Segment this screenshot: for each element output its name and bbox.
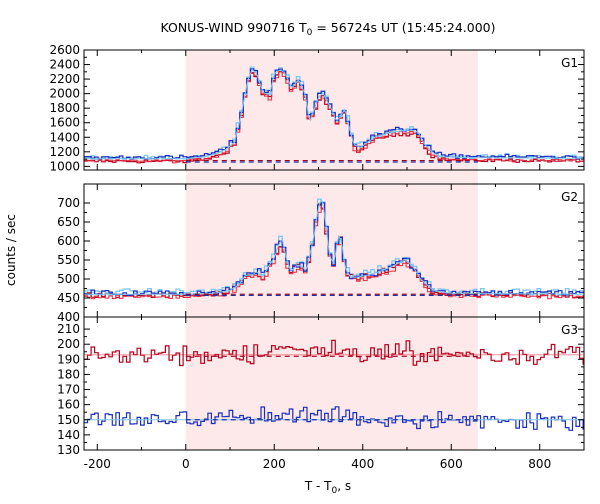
ytick-label-G3-160: 160 [57, 398, 80, 412]
xtick-label--200: -200 [84, 457, 111, 471]
xtick-label-600: 600 [440, 457, 463, 471]
panel-label-G1: G1 [561, 56, 578, 70]
panel-frame-G1 [83, 49, 585, 171]
ytick-label-G3-140: 140 [57, 428, 80, 442]
curve-G3-red-step [84, 339, 584, 367]
ytick-label-G2-500: 500 [57, 272, 80, 286]
xlabel-subscript: 0 [332, 486, 338, 496]
curve-G1-model [84, 68, 584, 160]
ytick-label-G2-550: 550 [57, 253, 80, 267]
ytick-label-G1-1200: 1200 [49, 145, 80, 159]
curve-G1-blue-step [84, 68, 584, 160]
ytick-label-G2-450: 450 [57, 291, 80, 305]
ytick-label-G1-2400: 2400 [49, 58, 80, 72]
ytick-label-G1-1000: 1000 [49, 159, 80, 173]
ytick-label-G1-1600: 1600 [49, 116, 80, 130]
panel-label-G3: G3 [561, 323, 578, 337]
panel-curves-G3 [84, 339, 584, 431]
chart-title: KONUS-WIND 990716 T0 = 56724s UT (15:45:… [160, 20, 495, 38]
ytick-label-G2-600: 600 [57, 234, 80, 248]
plot-layer: 100012001400160018002000220024002600G140… [49, 43, 585, 471]
ytick-label-G3-210: 210 [57, 322, 80, 336]
ytick-label-G2-400: 400 [57, 310, 80, 324]
title-rest: = 56724s UT (15:45:24.000) [312, 20, 495, 35]
y-axis-title: counts / sec [4, 214, 18, 286]
panel-curves-G1 [84, 66, 584, 164]
title-main: KONUS-WIND 990716 T [160, 20, 306, 35]
panel-curves-G2 [84, 198, 584, 300]
curve-G1-bright-red-step [84, 71, 584, 164]
ytick-label-G1-1800: 1800 [49, 101, 80, 115]
ytick-label-G3-200: 200 [57, 337, 80, 351]
ytick-label-G3-190: 190 [57, 352, 80, 366]
ytick-label-G3-150: 150 [57, 413, 80, 427]
curve-G3-blue-step [84, 406, 584, 431]
ytick-label-G2-700: 700 [57, 196, 80, 210]
panel-frame-G3 [83, 316, 585, 451]
xtick-label-0: 0 [182, 457, 190, 471]
panel-label-G2: G2 [561, 190, 578, 204]
ytick-label-G1-1400: 1400 [49, 130, 80, 144]
xtick-label-200: 200 [263, 457, 286, 471]
ytick-label-G1-2000: 2000 [49, 87, 80, 101]
xlabel-main: T - T [304, 479, 332, 493]
ytick-label-G1-2600: 2600 [49, 43, 80, 57]
xlabel-rest: , s [337, 479, 351, 493]
ytick-label-G2-650: 650 [57, 215, 80, 229]
ytick-label-G3-130: 130 [57, 443, 80, 457]
ytick-label-G1-2200: 2200 [49, 72, 80, 86]
title-subscript: 0 [307, 28, 313, 38]
curve-G2-model [84, 198, 584, 295]
xtick-label-400: 400 [351, 457, 374, 471]
ytick-label-G3-170: 170 [57, 383, 80, 397]
xtick-label-800: 800 [528, 457, 551, 471]
ytick-label-G3-180: 180 [57, 367, 80, 381]
x-axis-title: T - T0, s [304, 479, 351, 496]
